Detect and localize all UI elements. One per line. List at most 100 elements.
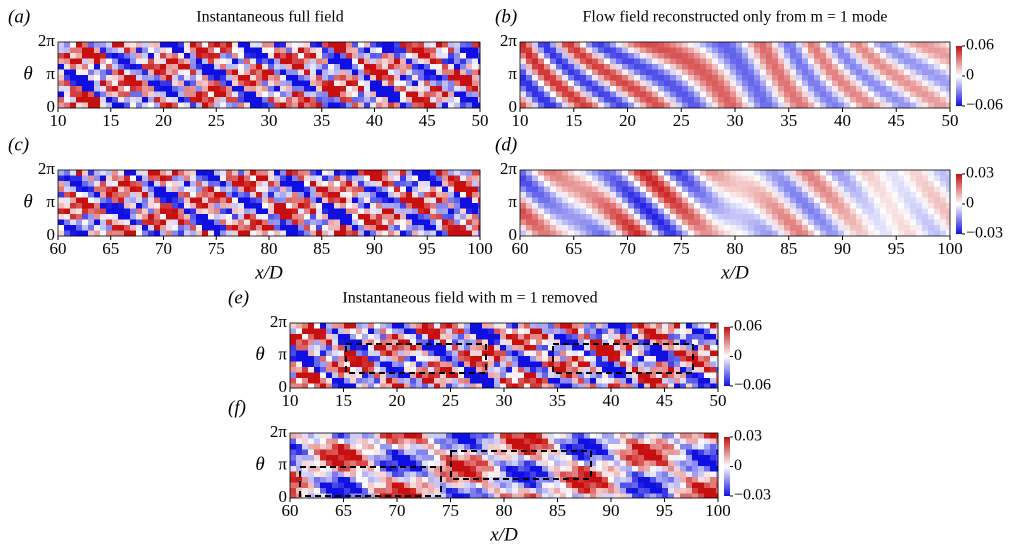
heatmap-cell <box>706 70 712 76</box>
heatmap-cell <box>196 192 202 198</box>
heatmap-cell <box>256 187 262 193</box>
heatmap-cell <box>646 86 652 92</box>
heatmap-cell <box>596 351 602 357</box>
heatmap-cell <box>316 214 322 220</box>
heatmap-cell <box>736 192 742 198</box>
heatmap-cell <box>640 97 646 103</box>
heatmap-cell <box>286 97 292 103</box>
heatmap-cell <box>640 225 646 231</box>
heatmap-cell <box>404 329 410 335</box>
heatmap-cell <box>880 170 886 176</box>
heatmap-cell <box>754 70 760 76</box>
heatmap-cell <box>380 439 386 445</box>
heatmap-cell <box>856 187 862 193</box>
heatmap-cell <box>58 64 64 70</box>
heatmap-cell <box>868 70 874 76</box>
heatmap-cell <box>58 231 64 237</box>
heatmap-cell <box>652 209 658 215</box>
heatmap-cell <box>658 192 664 198</box>
heatmap-cell <box>644 362 650 368</box>
heatmap-cell <box>302 362 308 368</box>
heatmap-cell <box>892 75 898 81</box>
heatmap-cell <box>310 181 316 187</box>
heatmap-cell <box>470 461 476 467</box>
heatmap-cell <box>304 59 310 65</box>
heatmap-cell <box>82 64 88 70</box>
heatmap-cell <box>592 92 598 98</box>
heatmap-cell <box>448 86 454 92</box>
heatmap-cell <box>430 209 436 215</box>
heatmap-cell <box>184 92 190 98</box>
heatmap-cell <box>154 220 160 226</box>
heatmap-cell <box>64 81 70 87</box>
heatmap-cell <box>274 48 280 54</box>
heatmap-cell <box>392 477 398 483</box>
heatmap-cell <box>178 220 184 226</box>
heatmap-cell <box>940 214 946 220</box>
heatmap-cell <box>778 103 784 109</box>
heatmap-cell <box>262 214 268 220</box>
heatmap-cell <box>874 214 880 220</box>
heatmap-cell <box>326 356 332 362</box>
heatmap-cell <box>766 53 772 59</box>
heatmap-cell <box>550 86 556 92</box>
heatmap-cell <box>400 53 406 59</box>
heatmap-cell <box>106 53 112 59</box>
heatmap-cell <box>76 170 82 176</box>
heatmap-cell <box>376 231 382 237</box>
heatmap-cell <box>610 64 616 70</box>
heatmap-cell <box>584 378 590 384</box>
heatmap-cell <box>424 103 430 109</box>
heatmap-cell <box>292 42 298 48</box>
heatmap-cell <box>314 433 320 439</box>
heatmap-cell <box>430 170 436 176</box>
heatmap-cell <box>646 225 652 231</box>
heatmap-cell <box>344 450 350 456</box>
heatmap-cell <box>910 64 916 70</box>
heatmap-cell <box>608 345 614 351</box>
heatmap-cell <box>298 48 304 54</box>
heatmap-cell <box>742 70 748 76</box>
heatmap-cell <box>712 81 718 87</box>
heatmap-cell <box>238 225 244 231</box>
heatmap-cell <box>412 75 418 81</box>
heatmap-cell <box>808 198 814 204</box>
heatmap-cell <box>592 97 598 103</box>
heatmap-cell <box>604 214 610 220</box>
heatmap-cell <box>118 181 124 187</box>
heatmap-cell <box>268 225 274 231</box>
heatmap-cell <box>634 75 640 81</box>
heatmap-cell <box>418 214 424 220</box>
heatmap-cell <box>286 70 292 76</box>
heatmap-cell <box>874 64 880 70</box>
heatmap-cell <box>718 81 724 87</box>
x-tick-label: 65 <box>102 239 119 258</box>
heatmap-cell <box>226 209 232 215</box>
heatmap-cell <box>760 187 766 193</box>
heatmap-cell <box>718 103 724 109</box>
heatmap-cell <box>796 176 802 182</box>
heatmap-cell <box>736 198 742 204</box>
heatmap-cell <box>784 75 790 81</box>
heatmap-cell <box>656 362 662 368</box>
heatmap-cell <box>610 203 616 209</box>
heatmap-cell <box>610 92 616 98</box>
heatmap-cell <box>410 433 416 439</box>
heatmap-cell <box>730 176 736 182</box>
heatmap-cell <box>214 48 220 54</box>
heatmap-cell <box>118 198 124 204</box>
heatmap-cell <box>730 170 736 176</box>
heatmap-cell <box>542 329 548 335</box>
heatmap-cell <box>686 362 692 368</box>
heatmap-cell <box>244 170 250 176</box>
heatmap-cell <box>778 59 784 65</box>
heatmap-cell <box>692 323 698 329</box>
heatmap-cell <box>820 59 826 65</box>
heatmap-cell <box>88 198 94 204</box>
colorbar-tick-label: −0.03 <box>966 225 1003 242</box>
heatmap-cell <box>748 198 754 204</box>
heatmap-cell <box>688 64 694 70</box>
heatmap-cell <box>118 53 124 59</box>
heatmap-cell <box>382 209 388 215</box>
heatmap-cell <box>880 103 886 109</box>
